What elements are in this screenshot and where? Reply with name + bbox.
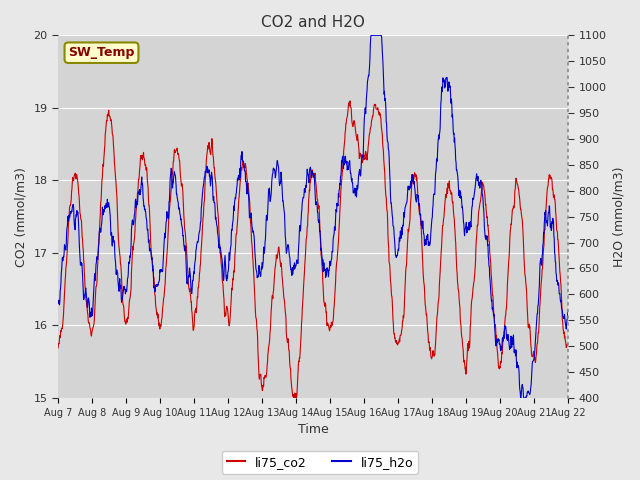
li75_h2o [564,307,572,312]
li75_co2 [156,323,163,329]
li75_h2o [392,254,400,260]
Legend: li75_co2, li75_h2o: li75_co2, li75_h2o [221,451,419,474]
li75_h2o [367,33,375,38]
li75_co2 [346,98,354,104]
li75_h2o [225,265,232,271]
li75_h2o [459,208,467,214]
li75_h2o [54,299,62,304]
Y-axis label: H2O (mmol/m3): H2O (mmol/m3) [612,167,625,267]
li75_h2o [504,333,511,339]
Text: SW_Temp: SW_Temp [68,46,134,59]
li75_h2o [168,167,175,172]
li75_co2 [225,319,232,324]
Y-axis label: CO2 (mmol/m3): CO2 (mmol/m3) [15,167,28,266]
li75_co2 [168,183,175,189]
li75_co2 [504,268,512,274]
li75_co2 [54,345,62,351]
li75_co2 [460,347,467,352]
Title: CO2 and H2O: CO2 and H2O [261,15,365,30]
Line: li75_co2: li75_co2 [58,101,568,398]
Line: li75_h2o: li75_h2o [58,36,568,398]
X-axis label: Time: Time [298,423,328,436]
li75_h2o [156,278,163,284]
li75_co2 [291,395,298,401]
li75_co2 [564,341,572,347]
li75_co2 [393,338,401,344]
li75_h2o [517,395,525,401]
